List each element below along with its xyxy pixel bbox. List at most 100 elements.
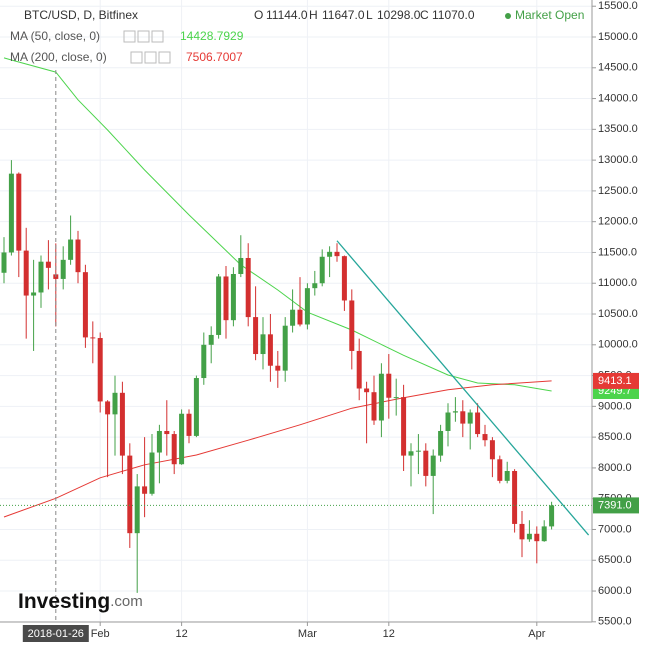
legend-icon [130,51,143,64]
y-tick-label: 11000.0 [598,277,637,289]
candle-body [497,459,503,481]
candle-body [475,412,481,435]
candle-body [8,173,14,253]
y-tick-label: 14500.0 [598,62,638,74]
candle-body [31,292,37,296]
legend-icon [137,30,150,43]
crosshair-tag [22,625,89,642]
candle-body [423,450,429,476]
candle-body [90,337,96,339]
ohlc-l-key: L [366,8,373,22]
candle-body [245,257,251,318]
status-dot [505,13,511,19]
last-price-label: 7391.0 [598,499,632,511]
candle-body [267,334,273,366]
legend-icon [151,30,164,43]
y-tick-label: 13000.0 [598,154,638,166]
candle-body [460,411,466,424]
candle-body [216,276,222,335]
y-tick-label: 13500.0 [598,123,638,135]
candle-body [230,274,236,321]
candle-body [334,251,340,257]
candle-body [16,173,22,251]
candle-body [452,411,458,413]
y-tick-label: 15500.0 [598,0,638,12]
candle-body [68,239,74,260]
x-tick-label: 12 [175,628,187,640]
y-tick-label: 15000.0 [598,31,638,43]
candle-body [23,250,29,296]
ohlc-o: 11144.0 [266,8,308,22]
logo-name: Investing [18,590,110,613]
candle-body [238,257,244,275]
candle-body [327,251,333,257]
crosshair-label: 2018-01-26 [28,628,84,640]
candle-body [297,309,303,325]
candle-body [275,365,281,371]
candle-body [97,338,103,402]
legend-value: 7506.7007 [186,50,243,64]
x-tick-label: 12 [383,628,395,640]
candle-body [401,397,407,456]
candle-body [201,344,207,379]
candle-body [149,452,155,494]
candle-body [38,261,44,293]
candle-body [1,252,7,273]
y-tick-label: 6000.0 [598,585,632,597]
legend-icon [158,51,171,64]
candle-body [253,317,259,355]
y-tick-label: 7000.0 [598,523,632,535]
candle-body [179,413,185,465]
candle-body [134,486,140,534]
candle-body [512,470,518,524]
candle-body [186,413,192,436]
candle-body [171,434,177,465]
candle-body [504,470,510,481]
candle-body [304,288,310,325]
candle-body [60,259,66,279]
candle-body [445,412,451,431]
candle-body [223,276,229,321]
y-tick-label: 6500.0 [598,554,632,566]
candle-body [156,430,162,453]
y-tick-label: 10000.0 [598,339,638,351]
candle-body [319,256,325,284]
y-tick-label: 10500.0 [598,308,638,320]
y-tick-label: 12000.0 [598,216,638,228]
ma-last-tag [593,372,639,389]
candle-body [482,434,488,441]
candle-body [112,392,118,415]
ma-last-label: 9413.1 [598,375,632,387]
y-tick-label: 12500.0 [598,185,638,197]
candle-body [364,388,370,393]
legend-value: 14428.7929 [180,29,244,43]
logo: Investing.com [18,590,143,613]
ohlc-l: 10298.0 [377,8,421,22]
ohlc-c-key: C [420,8,429,22]
candle-body [415,450,421,452]
candle-body [193,378,199,436]
candle-body [430,455,436,476]
trendline [336,240,590,536]
candle-body [378,373,384,421]
candle-body [519,523,525,540]
candle-body [489,440,495,460]
candle-body [119,392,125,456]
ohlc-o-key: O [254,8,263,22]
candle-body [282,325,288,371]
y-tick-label: 8500.0 [598,431,632,443]
legend-icon [144,51,157,64]
candle-body [393,397,399,399]
last-price-tag [593,497,639,514]
logo-suffix: .com [110,593,143,610]
legend-name: MA (50, close, 0) [10,29,100,43]
candle-body [526,533,532,540]
candle-body [467,412,473,424]
candle-body [105,401,111,415]
candle-body [534,533,540,542]
candle-body [371,392,377,421]
candle-body [349,300,355,351]
candle-body [356,350,362,389]
